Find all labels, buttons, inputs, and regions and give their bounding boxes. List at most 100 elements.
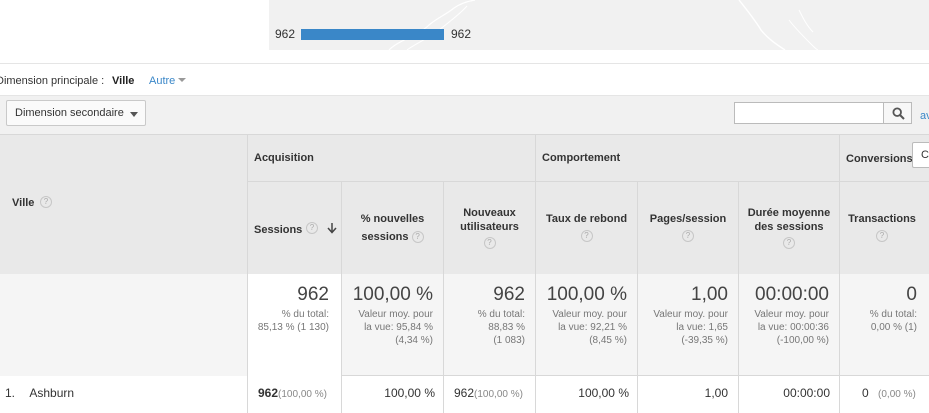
search-button[interactable]: [883, 102, 912, 124]
duration-line2: des sessions: [754, 221, 824, 233]
total-bounce-sub2: la vue: 92,21 %: [558, 322, 627, 333]
row-city-cell: 1. Ashburn: [0, 376, 248, 413]
total-bounce-sub3: (8,45 %): [589, 335, 627, 346]
help-icon-wrap: ?: [536, 229, 637, 243]
total-sessions-sub2: 85,13 % (1 130): [257, 322, 329, 333]
total-duration-sub3: (-100,00 %): [776, 335, 829, 346]
secondary-dimension-label: Dimension secondaire: [15, 107, 124, 119]
column-header-transactions[interactable]: Transactions ?: [840, 182, 929, 274]
total-sessions-sub1: % du total:: [281, 309, 329, 320]
legend-max-value: 962: [451, 27, 472, 41]
search-icon: [892, 107, 905, 120]
legend-color-bar: [301, 29, 444, 40]
help-icon[interactable]: ?: [783, 237, 795, 250]
new-sessions-line2-wrap: sessions ?: [342, 230, 443, 244]
column-header-pages-session[interactable]: Pages/session ?: [638, 182, 739, 274]
total-new-sessions-cell: 100,00 % Valeur moy. pour la vue: 95,84 …: [342, 274, 444, 376]
total-pages-sub3: (-39,35 %): [681, 335, 728, 346]
table-search-input[interactable]: [734, 102, 884, 124]
group-header-acquisition: Acquisition: [248, 134, 536, 182]
row-transactions-cell: 0 (0,00 %): [840, 376, 929, 413]
sort-desc-arrow-icon[interactable]: [327, 222, 337, 234]
total-sessions: 962: [297, 284, 329, 305]
pages-header-label: Pages/session: [649, 213, 727, 225]
sessions-header-label: Sessions: [254, 224, 303, 236]
column-header-ville[interactable]: Ville ?: [0, 134, 248, 274]
total-duration: 00:00:00: [755, 284, 829, 305]
row-duration-cell: 00:00:00: [739, 376, 840, 413]
total-bounce-cell: 100,00 % Valeur moy. pour la vue: 92,21 …: [536, 274, 638, 376]
total-pages-sub2: la vue: 1,65: [676, 322, 728, 333]
table-row: [0, 376, 929, 413]
help-icon[interactable]: ?: [682, 230, 694, 243]
total-transactions-cell: 0 % du total: 0,00 % (1): [840, 274, 929, 376]
row-bounce: 100,00 %: [578, 386, 629, 400]
group-header-behavior: Comportement: [536, 134, 840, 182]
total-pages: 1,00: [691, 284, 728, 305]
row-pages-cell: 1,00: [638, 376, 739, 413]
total-duration-sub1: Valeur moy. pour: [754, 309, 829, 320]
help-icon[interactable]: ?: [483, 237, 496, 250]
help-icon-wrap: ?: [739, 236, 839, 250]
transactions-header-label: Transactions: [848, 213, 916, 225]
column-header-sessions[interactable]: Sessions ?: [248, 182, 342, 274]
acquisition-label: Acquisition: [254, 152, 314, 164]
column-header-bounce-rate[interactable]: Taux de rebond ?: [536, 182, 638, 274]
row-sessions: 962: [258, 386, 279, 400]
row-bounce-cell: 100,00 %: [536, 376, 638, 413]
total-new-users-sub3: (1 083): [493, 335, 525, 346]
help-icon[interactable]: ?: [306, 222, 318, 234]
column-header-new-users[interactable]: Nouveaux utilisateurs ?: [444, 182, 536, 274]
total-transactions-sub2: 0,00 % (1): [870, 322, 917, 333]
total-new-sessions-sub2: la vue: 95,84 %: [364, 322, 433, 333]
help-icon[interactable]: ?: [411, 231, 424, 244]
primary-dimension-label: Dimension principale :: [0, 75, 105, 87]
help-icon[interactable]: ?: [580, 230, 593, 243]
row-new-sessions-cell: 100,00 %: [342, 376, 444, 413]
row-transactions-pct: (0,00 %): [878, 389, 916, 400]
help-icon-wrap: ?: [444, 236, 535, 250]
map-coastline: [388, 0, 819, 50]
total-new-sessions: 100,00 %: [352, 284, 433, 305]
ville-header-label: Ville: [12, 197, 35, 209]
total-bounce: 100,00 %: [546, 284, 627, 305]
primary-dimension-value[interactable]: Ville: [112, 75, 135, 87]
help-icon-wrap: ?: [840, 229, 924, 243]
data-table: Ville ? Acquisition Comportement Convers…: [0, 134, 929, 413]
help-icon[interactable]: ?: [876, 230, 888, 243]
behavior-label: Comportement: [542, 152, 621, 164]
total-transactions-sub1: % du total:: [869, 309, 917, 320]
map-area: 962 962: [269, 0, 929, 50]
conversions-select[interactable]: Co: [912, 142, 929, 168]
row-new-users-cell: 962(100,00 %): [444, 376, 536, 413]
total-new-users-sub2: 88,83 %: [488, 322, 525, 333]
total-duration-sub2: la vue: 00:00:36: [757, 322, 829, 333]
row-index: 1.: [5, 386, 16, 400]
row-city-link[interactable]: Ashburn: [29, 386, 75, 400]
row-new-users-pct: (100,00 %): [474, 389, 523, 400]
other-dimension-label: Autre: [149, 75, 176, 87]
secondary-dimension-button[interactable]: Dimension secondaire: [6, 100, 146, 126]
group-header-conversions: Conversions: [840, 134, 929, 182]
total-new-users: 962: [493, 284, 525, 305]
table-controls: Dimension secondaire av: [0, 96, 929, 134]
advanced-link[interactable]: av: [920, 110, 929, 122]
column-header-avg-duration[interactable]: Durée moyenne des sessions ?: [739, 182, 840, 274]
bounce-header-label: Taux de rebond: [545, 213, 628, 225]
total-pages-sub1: Valeur moy. pour: [653, 309, 728, 320]
total-transactions: 0: [906, 284, 917, 305]
column-header-new-sessions[interactable]: % nouvelles sessions ?: [342, 182, 444, 274]
row-duration: 00:00:00: [783, 386, 830, 400]
total-new-users-sub1: % du total:: [477, 309, 525, 320]
totals-label-cell: [0, 274, 248, 376]
total-new-sessions-sub3: (4,34 %): [395, 335, 433, 346]
help-icon[interactable]: ?: [40, 196, 52, 208]
new-users-line2: utilisateurs: [460, 221, 519, 233]
row-pages: 1,00: [704, 386, 728, 400]
row-new-users: 962: [454, 386, 475, 400]
other-dimension-dropdown[interactable]: Autre: [149, 75, 187, 87]
caret-down-icon: [130, 112, 138, 117]
caret-down-icon: [178, 78, 187, 82]
total-new-sessions-sub1: Valeur moy. pour: [358, 309, 433, 320]
total-bounce-sub1: Valeur moy. pour: [552, 309, 627, 320]
